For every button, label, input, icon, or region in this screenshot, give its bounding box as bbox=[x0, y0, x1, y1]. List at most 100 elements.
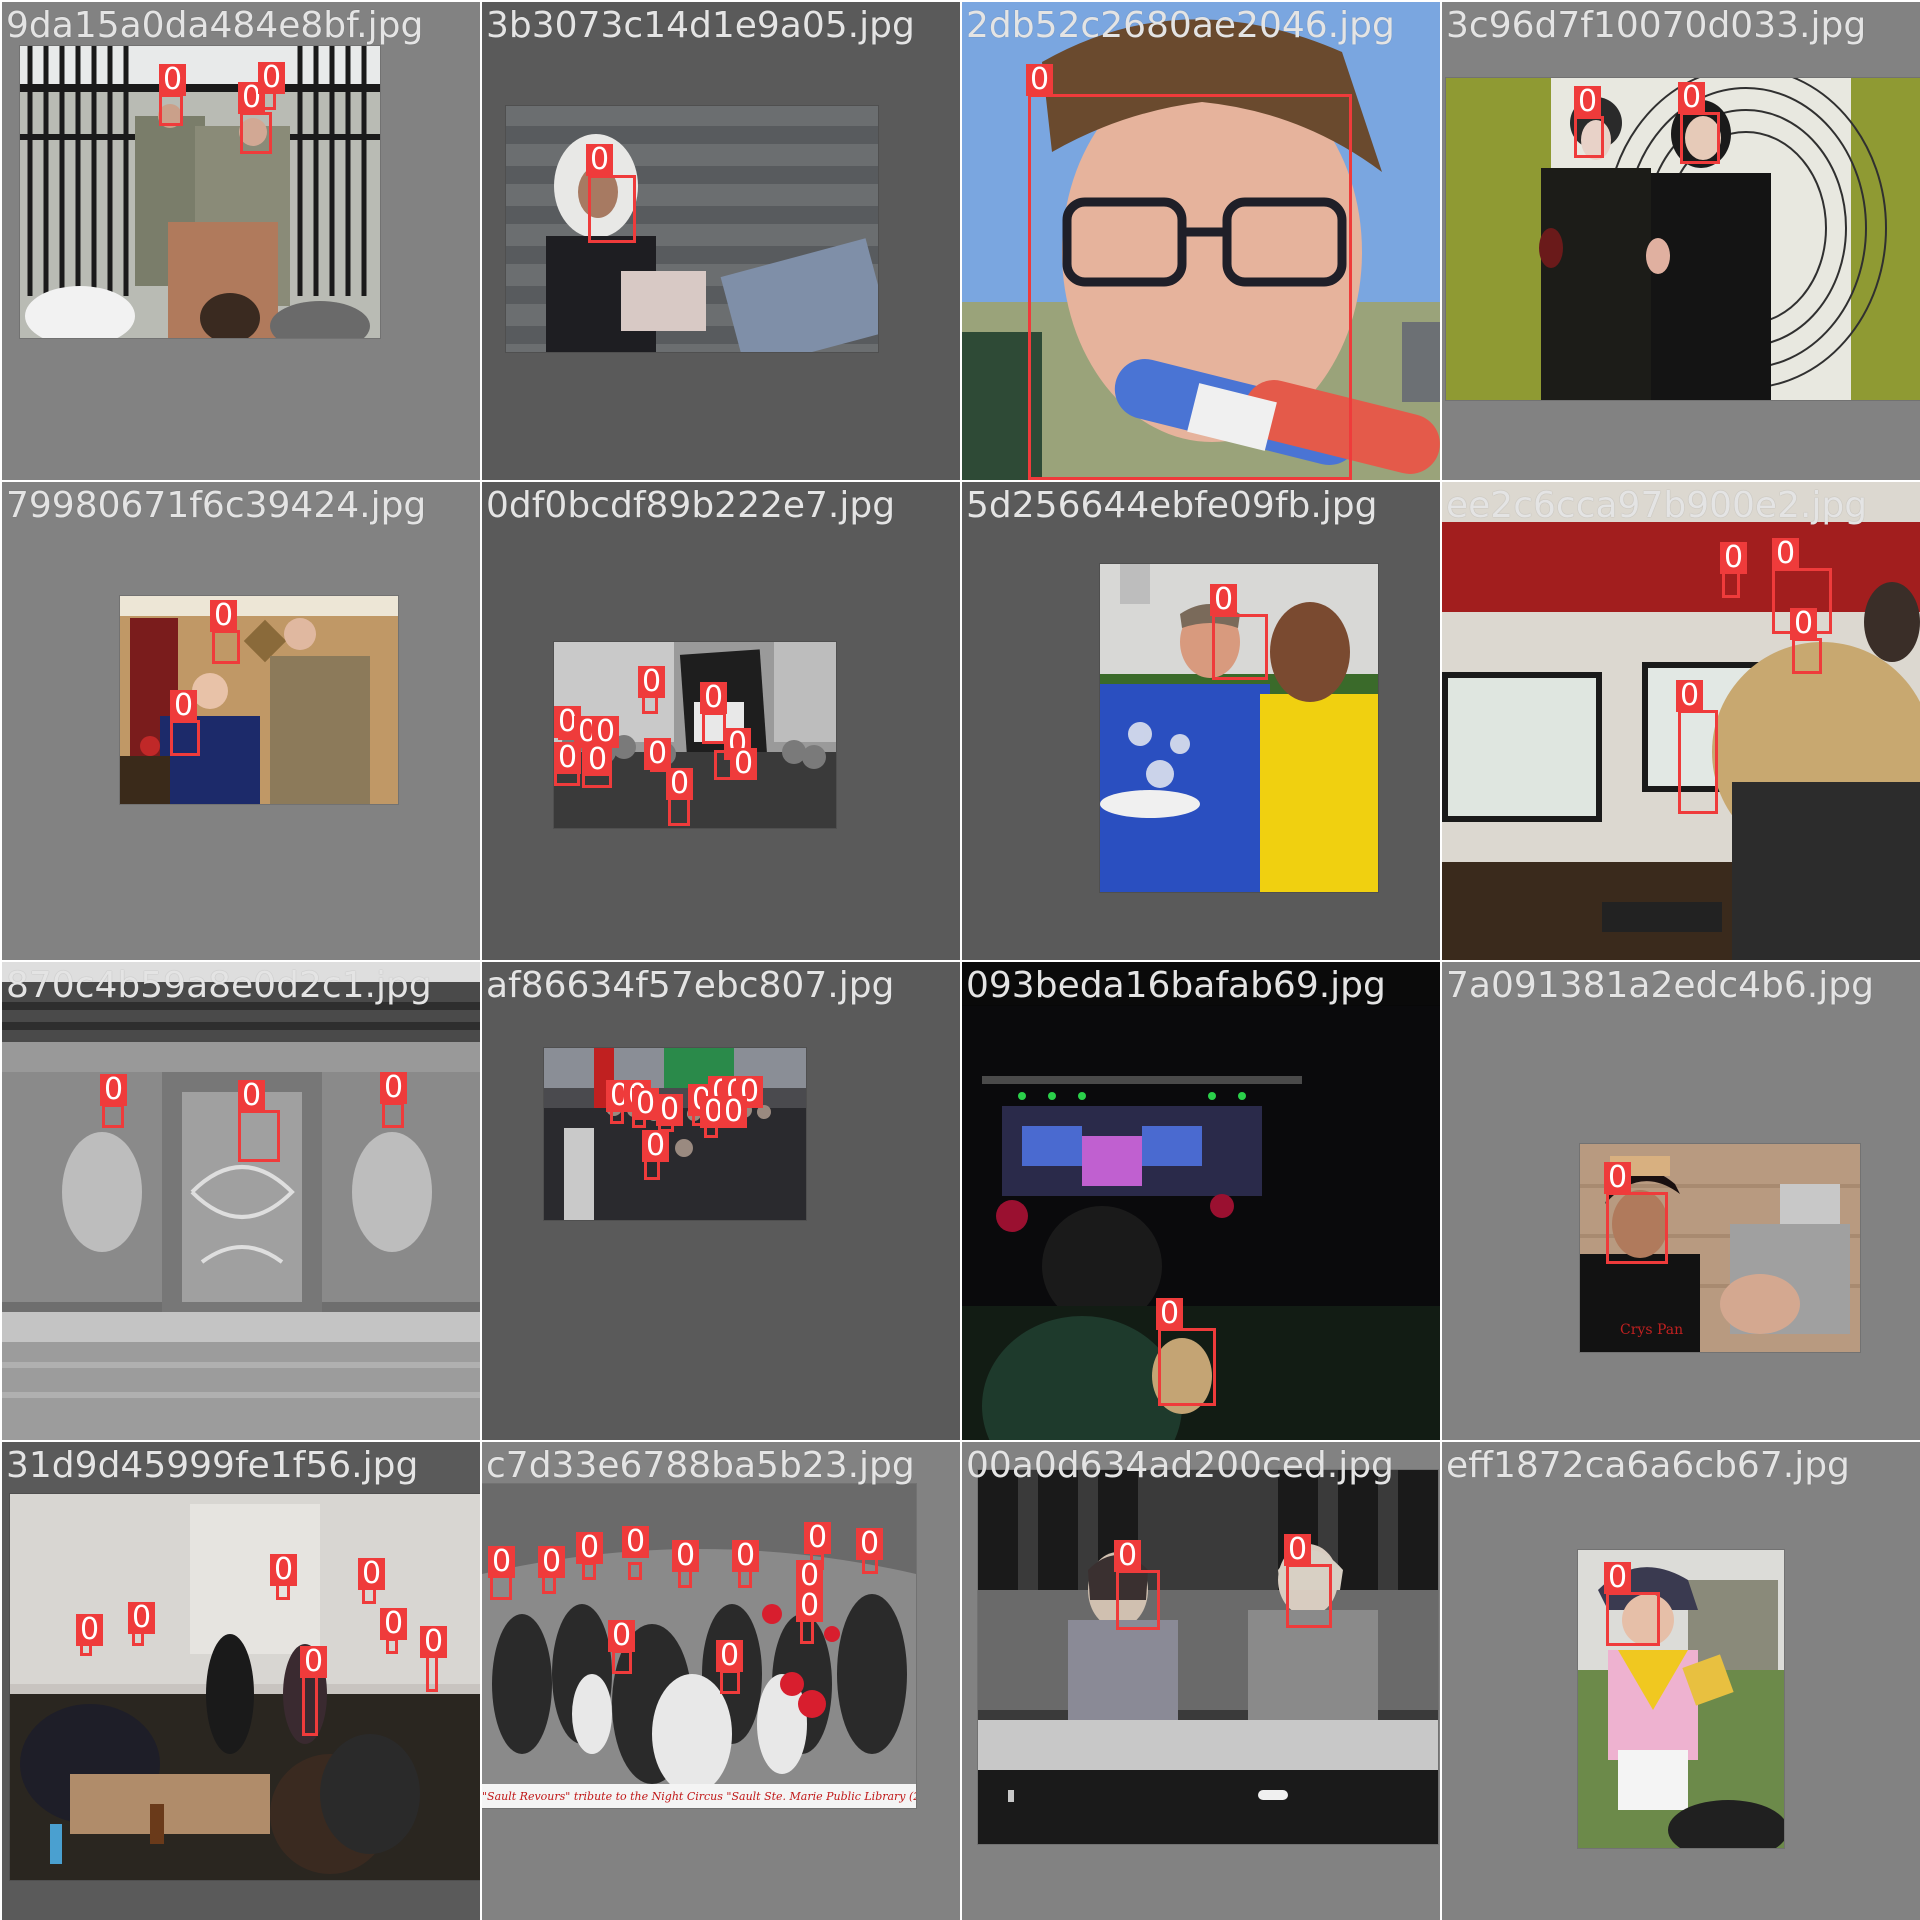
class-label: 0 bbox=[656, 1094, 684, 1126]
image-tile[interactable]: 3c96d7f10070d033.jpg 0 0 bbox=[1442, 2, 1920, 480]
class-label: 0 bbox=[592, 716, 620, 748]
face-bounding-box bbox=[382, 1102, 404, 1128]
class-label: 0 bbox=[1720, 542, 1748, 574]
class-label: 0 bbox=[622, 1526, 650, 1558]
image-tile[interactable]: af86634f57ebc807.jpg 0 0 0 0 0 bbox=[482, 962, 960, 1440]
image-tile[interactable]: 2db52c2680ae2046.jpg 0 bbox=[962, 2, 1440, 480]
image-tile[interactable]: 00a0d634ad200ced.jpg bbox=[962, 1442, 1440, 1920]
class-label: 0 bbox=[804, 1522, 832, 1554]
tile-filename: 79980671f6c39424.jpg bbox=[6, 485, 427, 526]
class-label: 0 bbox=[1678, 82, 1706, 114]
face-bounding-box bbox=[1574, 116, 1604, 158]
tile-filename: 3b3073c14d1e9a05.jpg bbox=[486, 5, 915, 46]
class-label: 0 bbox=[730, 748, 758, 780]
class-label: 0 bbox=[1790, 608, 1818, 640]
class-label: 0 bbox=[720, 1096, 748, 1128]
class-label: 0 bbox=[1604, 1162, 1632, 1194]
face-bounding-box bbox=[702, 712, 726, 744]
class-label: 0 bbox=[576, 1532, 604, 1564]
class-label: 0 bbox=[732, 1540, 760, 1572]
face-bounding-box bbox=[159, 94, 183, 126]
tile-filename: 2db52c2680ae2046.jpg bbox=[966, 5, 1395, 46]
tile-filename: 870c4b59a8e0d2c1.jpg bbox=[6, 965, 432, 1006]
class-label: 0 bbox=[300, 1646, 328, 1678]
class-label: 0 bbox=[1156, 1298, 1184, 1330]
face-bounding-box bbox=[1116, 1570, 1160, 1630]
tile-image: "Sault Revours" tribute to the Night Cir… bbox=[482, 1484, 916, 1808]
image-tile[interactable]: 31d9d45999fe1f56.jpg 0 0 0 0 bbox=[2, 1442, 480, 1920]
svg-text:"Sault Revours" tribute to the: "Sault Revours" tribute to the Night Cir… bbox=[482, 1790, 916, 1803]
face-bounding-box bbox=[426, 1654, 438, 1692]
tile-filename: 7a091381a2edc4b6.jpg bbox=[1446, 965, 1874, 1006]
class-label: 0 bbox=[608, 1620, 636, 1652]
class-label: 0 bbox=[170, 690, 198, 722]
tile-filename: 00a0d634ad200ced.jpg bbox=[966, 1445, 1394, 1486]
tile-filename: c7d33e6788ba5b23.jpg bbox=[486, 1445, 915, 1486]
tile-image bbox=[10, 1494, 480, 1880]
class-label: 0 bbox=[700, 682, 728, 714]
image-tile[interactable]: 093beda16bafab69.jpg 0 bbox=[962, 962, 1440, 1440]
class-label: 0 bbox=[238, 1080, 266, 1112]
face-bounding-box bbox=[612, 1650, 632, 1674]
image-tile[interactable]: 7a091381a2edc4b6.jpg Crys Pan 0 bbox=[1442, 962, 1920, 1440]
image-tile[interactable]: 3b3073c14d1e9a05.jpg 0 bbox=[482, 2, 960, 480]
class-label: 0 bbox=[1772, 538, 1800, 570]
face-bounding-box bbox=[1158, 1328, 1216, 1406]
image-tile[interactable]: c7d33e6788ba5b23.jpg " bbox=[482, 1442, 960, 1920]
class-label: 0 bbox=[586, 144, 614, 176]
face-bounding-box bbox=[1028, 94, 1352, 480]
class-label: 0 bbox=[642, 1130, 670, 1162]
class-label: 0 bbox=[1604, 1562, 1632, 1594]
tile-filename: 3c96d7f10070d033.jpg bbox=[1446, 5, 1867, 46]
class-label: 0 bbox=[270, 1554, 298, 1586]
face-bounding-box bbox=[1680, 112, 1720, 164]
class-label: 0 bbox=[1574, 86, 1602, 118]
class-label: 0 bbox=[128, 1602, 156, 1634]
class-label: 0 bbox=[796, 1560, 824, 1592]
class-label: 0 bbox=[538, 1546, 566, 1578]
image-tile[interactable]: eff1872ca6a6cb67.jpg 0 bbox=[1442, 1442, 1920, 1920]
image-tile[interactable]: 870c4b59a8e0d2c1.jpg bbox=[2, 962, 480, 1440]
face-bounding-box bbox=[1606, 1192, 1668, 1264]
face-bounding-box bbox=[1212, 614, 1268, 680]
face-bounding-box bbox=[170, 720, 200, 756]
tile-filename: 093beda16bafab69.jpg bbox=[966, 965, 1386, 1006]
tile-image bbox=[1442, 482, 1920, 960]
image-tile[interactable]: 79980671f6c39424.jpg 0 0 bbox=[2, 482, 480, 960]
class-label: 0 bbox=[420, 1626, 448, 1658]
face-bounding-box bbox=[720, 1670, 740, 1694]
class-label: 0 bbox=[100, 1074, 128, 1106]
class-label: 0 bbox=[638, 666, 666, 698]
face-bounding-box bbox=[1678, 710, 1718, 814]
face-bounding-box bbox=[628, 1562, 642, 1580]
image-tile[interactable]: 5d256644ebfe09fb.jpg 0 bbox=[962, 482, 1440, 960]
class-label: 0 bbox=[554, 742, 582, 774]
tile-image bbox=[544, 1048, 806, 1220]
class-label: 0 bbox=[856, 1528, 884, 1560]
tile-filename: ee2c6cca97b900e2.jpg bbox=[1446, 485, 1868, 526]
class-label: 0 bbox=[159, 64, 187, 96]
face-bounding-box bbox=[588, 175, 636, 243]
tile-image bbox=[978, 1470, 1438, 1844]
tile-image: Crys Pan bbox=[1580, 1144, 1860, 1352]
class-label: 0 bbox=[488, 1546, 516, 1578]
class-label: 0 bbox=[716, 1640, 744, 1672]
tile-filename: 5d256644ebfe09fb.jpg bbox=[966, 485, 1378, 526]
image-tile[interactable]: ee2c6cca97b900e2.jpg 0 0 0 0 bbox=[1442, 482, 1920, 960]
tile-filename: eff1872ca6a6cb67.jpg bbox=[1446, 1445, 1850, 1486]
tile-image bbox=[20, 46, 380, 338]
class-label: 0 bbox=[672, 1540, 700, 1572]
class-label: 0 bbox=[258, 62, 286, 94]
class-label: 0 bbox=[644, 738, 672, 770]
tile-image bbox=[2, 962, 480, 1440]
image-tile[interactable]: 0df0bcdf89b222e7.jpg 0 0 0 0 0 0 bbox=[482, 482, 960, 960]
class-label: 0 bbox=[380, 1072, 408, 1104]
class-label: 0 bbox=[796, 1590, 824, 1622]
tile-image bbox=[506, 106, 878, 352]
class-label: 0 bbox=[1210, 584, 1238, 616]
class-label: 0 bbox=[380, 1608, 408, 1640]
image-tile[interactable]: 9da15a0da484e8bf.jpg bbox=[2, 2, 480, 480]
tile-filename: 9da15a0da484e8bf.jpg bbox=[6, 5, 424, 46]
tile-image bbox=[120, 596, 398, 804]
